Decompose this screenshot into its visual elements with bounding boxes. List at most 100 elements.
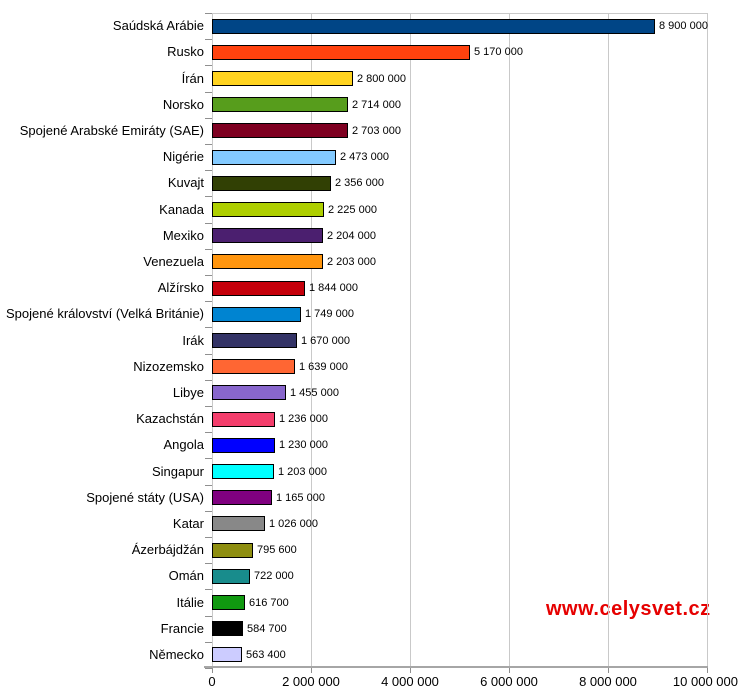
bar	[212, 254, 323, 269]
bar	[212, 307, 301, 322]
x-axis-tick-label: 4 000 000	[381, 674, 439, 689]
bar	[212, 45, 470, 60]
x-gridline	[707, 13, 708, 668]
category-label: Singapur	[151, 464, 204, 479]
category-label: Německo	[149, 647, 204, 662]
y-axis-tick	[205, 406, 212, 407]
bar	[212, 543, 253, 558]
value-label: 2 225 000	[328, 204, 377, 216]
x-axis-tick-label: 0	[208, 674, 216, 689]
value-label: 5 170 000	[474, 46, 523, 58]
category-label: Kazachstán	[136, 411, 204, 426]
category-label: Norsko	[162, 97, 204, 112]
bar	[212, 385, 286, 400]
y-axis-tick	[205, 65, 212, 67]
watermark-link[interactable]: www.celysvet.cz	[546, 598, 711, 620]
category-label: Rusko	[167, 44, 204, 59]
bar	[212, 123, 348, 138]
y-axis-tick	[205, 510, 212, 512]
category-label: Kanada	[159, 202, 204, 217]
category-label: Spojené Arabské Emiráty (SAE)	[19, 123, 204, 138]
y-axis-tick	[205, 327, 212, 329]
value-label: 1 203 000	[278, 466, 327, 478]
x-axis-tick	[311, 668, 312, 673]
y-axis-tick	[205, 641, 212, 643]
category-label: Angola	[163, 437, 204, 452]
category-label: Nigérie	[162, 149, 204, 164]
y-axis-tick	[205, 615, 212, 617]
value-label: 795 600	[257, 544, 297, 556]
value-label: 8 900 000	[659, 20, 708, 32]
bar	[212, 569, 250, 584]
value-label: 2 356 000	[335, 177, 384, 189]
bar	[212, 516, 265, 531]
y-axis-tick	[205, 248, 212, 250]
category-label: Katar	[172, 516, 204, 531]
y-axis-tick	[205, 144, 212, 145]
bar	[212, 176, 331, 191]
y-axis-tick	[205, 458, 212, 460]
y-axis-tick	[205, 563, 212, 565]
category-label: Nizozemsko	[133, 359, 204, 374]
y-axis-tick	[205, 222, 212, 224]
value-label: 584 700	[247, 623, 287, 635]
category-label: Venezuela	[143, 254, 204, 269]
bar	[212, 202, 324, 217]
x-axis-tick-label: 6 000 000	[480, 674, 538, 689]
value-label: 2 714 000	[352, 99, 401, 111]
category-label: Kuvajt	[167, 175, 204, 190]
category-label: Itálie	[176, 595, 204, 610]
value-label: 1 165 000	[276, 492, 325, 504]
category-label: Spojené království (Velká Británie)	[6, 306, 204, 321]
value-label: 722 000	[254, 570, 294, 582]
value-label: 616 700	[249, 597, 289, 609]
value-label: 1 230 000	[279, 439, 328, 451]
bar	[212, 333, 297, 348]
x-axis-tick	[707, 668, 708, 673]
category-label: Libye	[172, 385, 204, 400]
value-label: 2 203 000	[327, 256, 376, 268]
y-axis-tick	[205, 432, 212, 434]
bar	[212, 595, 245, 610]
value-label: 1 670 000	[301, 335, 350, 347]
value-label: 1 639 000	[299, 361, 348, 373]
y-axis-tick	[205, 275, 212, 276]
x-gridline	[509, 13, 510, 668]
category-label: Francie	[160, 621, 204, 636]
x-gridline	[311, 13, 312, 668]
category-label: Ázerbájdžán	[131, 542, 204, 557]
x-axis-tick	[410, 668, 411, 673]
y-axis-tick	[205, 196, 212, 198]
category-label: Irák	[182, 333, 204, 348]
value-label: 563 400	[246, 649, 286, 661]
value-label: 1 749 000	[305, 308, 354, 320]
y-axis-tick	[205, 537, 212, 538]
value-label: 1 236 000	[279, 413, 328, 425]
y-axis-tick	[205, 91, 212, 93]
bar	[212, 647, 242, 662]
category-label: Írán	[181, 71, 204, 86]
value-label: 2 703 000	[352, 125, 401, 137]
bar	[212, 19, 655, 34]
bar	[212, 621, 243, 636]
x-axis-line	[204, 666, 708, 668]
x-axis-tick-label: 2 000 000	[282, 674, 340, 689]
x-gridline	[410, 13, 411, 668]
x-axis-tick	[608, 668, 609, 673]
x-axis-tick	[509, 668, 510, 673]
y-axis-tick	[205, 39, 212, 41]
bar	[212, 97, 348, 112]
y-axis-tick	[205, 379, 212, 381]
y-axis-tick	[205, 668, 212, 669]
category-label: Mexiko	[162, 228, 204, 243]
x-gridline	[608, 13, 609, 668]
y-axis-tick	[205, 484, 212, 486]
bar	[212, 150, 336, 165]
y-axis-tick	[205, 170, 212, 172]
x-axis-tick-label: 8 000 000	[579, 674, 637, 689]
bar	[212, 490, 272, 505]
bar	[212, 412, 275, 427]
value-label: 1 026 000	[269, 518, 318, 530]
value-label: 1 455 000	[290, 387, 339, 399]
